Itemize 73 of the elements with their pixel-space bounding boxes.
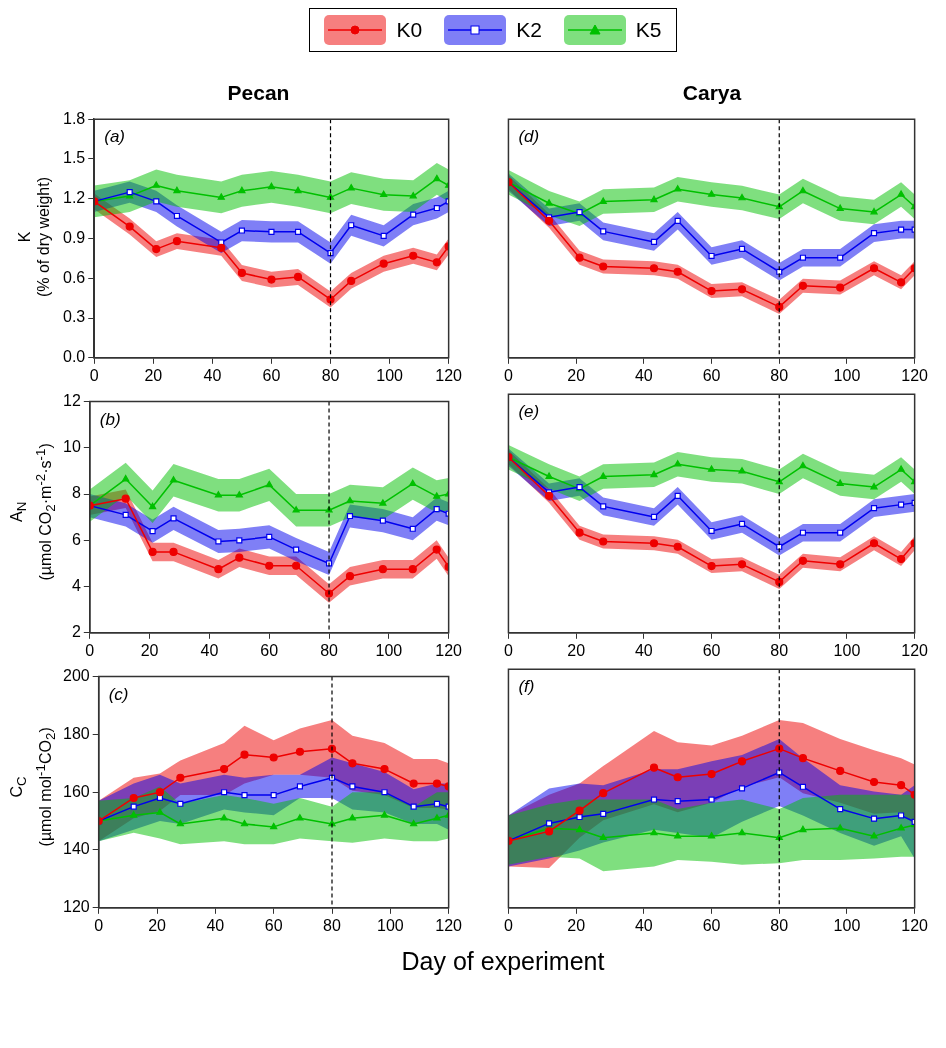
y-tick-label: 8: [71, 484, 81, 502]
y-tick-label: 160: [62, 782, 90, 800]
x-tick-label: 60: [702, 366, 721, 384]
y-tick-label: 0.3: [62, 308, 86, 326]
x-tick-label: 0: [504, 641, 513, 659]
x-tick-label: 0: [504, 366, 513, 384]
text: (d): [518, 127, 540, 147]
annotation: (c): [108, 684, 129, 704]
x-tick-label: 80: [323, 916, 341, 934]
x-tick-label: 20: [148, 916, 167, 934]
x-tick-label: 80: [770, 641, 789, 659]
x-tick-label: 60: [260, 641, 279, 659]
x-tick-label: 0: [89, 366, 99, 384]
x-tick-label: 80: [321, 366, 340, 384]
x-tick-label: 0: [504, 916, 513, 934]
x-tick-label: 60: [262, 366, 281, 384]
y-tick-label: 1.2: [62, 189, 86, 207]
x-tick-label: 40: [206, 916, 225, 934]
x-tick-label: 120: [435, 641, 463, 659]
text: (f): [518, 677, 535, 697]
x-axis-title: Day of experiment: [400, 947, 606, 976]
y-tick-label: 12: [63, 392, 81, 410]
x-tick-label: 20: [567, 916, 586, 934]
y-tick-label: 120: [62, 898, 90, 916]
x-tick-label: 100: [375, 641, 403, 659]
x-tick-label: 100: [833, 916, 861, 934]
x-tick-label: 120: [901, 916, 929, 934]
annotation: (b): [99, 409, 121, 429]
y-tick-label: 200: [62, 667, 90, 685]
x-tick-label: 80: [770, 366, 789, 384]
y-tick-label: 0.0: [62, 348, 86, 366]
x-tick-label: 40: [634, 641, 653, 659]
x-tick-label: 80: [320, 641, 339, 659]
x-tick-label: 120: [901, 641, 929, 659]
x-tick-label: 120: [435, 916, 463, 934]
x-tick-label: 100: [833, 366, 861, 384]
x-tick-label: 120: [435, 366, 463, 384]
x-tick-label: 20: [144, 366, 163, 384]
x-tick-label: 40: [634, 916, 653, 934]
x-tick-label: 100: [833, 641, 861, 659]
y-tick-label: 140: [62, 840, 90, 858]
y-tick-label: 2: [71, 623, 81, 641]
x-tick-label: 60: [264, 916, 283, 934]
x-tick-label: 20: [140, 641, 159, 659]
x-tick-label: 20: [567, 366, 586, 384]
x-tick-label: 40: [200, 641, 219, 659]
annotation: (a): [104, 127, 126, 147]
legend-label: K0: [396, 18, 423, 42]
x-tick-label: 0: [94, 916, 104, 934]
y-tick-label: 0.9: [62, 228, 86, 246]
y-tick-label: 1.5: [62, 149, 86, 167]
x-tick-label: 120: [901, 366, 929, 384]
x-tick-label: 40: [634, 366, 653, 384]
y-axis-title: K (% of dry weight): [15, 176, 53, 297]
x-tick-label: 100: [376, 366, 404, 384]
legend-label: K2: [516, 18, 542, 42]
x-tick-label: 40: [203, 366, 222, 384]
legend-label: K5: [635, 18, 662, 42]
y-tick-label: 4: [71, 576, 81, 594]
x-tick-label: 0: [85, 641, 95, 659]
text: (e): [518, 402, 540, 422]
chart-title: Carya: [682, 81, 742, 105]
y-tick-label: 1.8: [62, 109, 86, 127]
y-tick-label: 0.6: [62, 268, 86, 286]
x-tick-label: 20: [567, 641, 586, 659]
y-tick-label: 10: [63, 438, 81, 456]
y-tick-label: 180: [62, 724, 90, 742]
chart-title: Pecan: [227, 81, 290, 105]
y-tick-label: 6: [71, 530, 81, 548]
x-tick-label: 100: [376, 916, 404, 934]
x-tick-label: 80: [770, 916, 789, 934]
x-tick-label: 60: [702, 641, 721, 659]
x-tick-label: 60: [702, 916, 721, 934]
